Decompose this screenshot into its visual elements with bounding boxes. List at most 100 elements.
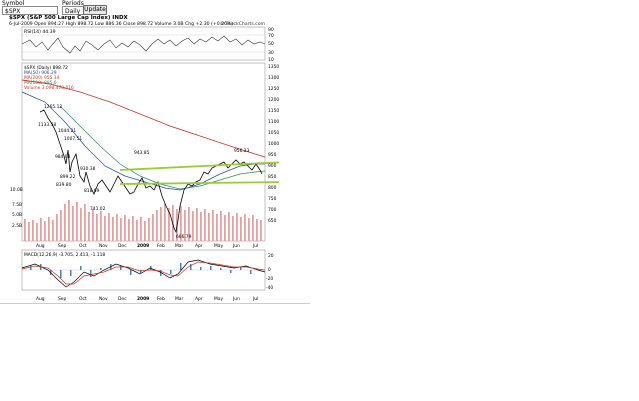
rsi-tick-30: 30 — [268, 50, 274, 56]
volume-bar — [180, 206, 182, 241]
volume-axis: 10.0B 7.5B 5.0B 2.5B — [10, 187, 23, 229]
volume-bar — [76, 202, 78, 241]
volume-bar — [188, 207, 190, 241]
periods-label: Periods — [62, 0, 84, 7]
macd-hist-bar — [220, 268, 222, 270]
volume-bar — [212, 210, 214, 241]
volume-bar — [132, 216, 134, 241]
volume-bar — [200, 212, 202, 241]
volume-bar — [196, 208, 198, 241]
volume-bar — [156, 210, 158, 241]
volume-bar — [112, 217, 114, 241]
volume-bar — [28, 222, 30, 241]
stock-chart: $SPX (S&P 500 Large Cap Index) INDX 6-Ju… — [0, 14, 288, 304]
volume-bar — [48, 217, 50, 241]
divider — [0, 303, 310, 304]
volume-bar — [40, 218, 42, 241]
ma200-line — [21, 79, 266, 158]
price-tick: 1300 — [268, 75, 279, 81]
price-tick: 1200 — [268, 97, 279, 103]
x-label: Sep — [58, 243, 66, 249]
volume-bar — [248, 218, 250, 241]
macd-hist-bar — [120, 266, 122, 270]
volume-bar — [236, 213, 238, 241]
price-tick: 1050 — [268, 130, 279, 136]
x-label: Mar — [175, 296, 183, 302]
x-label: 2009 — [137, 243, 149, 249]
price-tick: 700 — [268, 207, 277, 213]
annotation-839: 839.80 — [56, 182, 72, 188]
annotation-943: 943.85 — [134, 150, 150, 156]
annotation-984: 984.08 — [55, 154, 71, 160]
macd-hist-bar — [30, 266, 32, 270]
macd-x-axis: Aug Sep Oct Nov Dec 2009 Feb Mar Apr May… — [36, 296, 258, 302]
volume-bar — [216, 214, 218, 241]
volume-bar — [140, 217, 142, 241]
ma50-line — [21, 91, 265, 191]
volume-bar — [240, 217, 242, 241]
volume-bar — [192, 211, 194, 241]
price-tick: 1100 — [268, 119, 279, 125]
macd-signal-line — [21, 261, 266, 285]
ohlc-line: 6-Jul-2009 Open 894.27 High 898.72 Low 8… — [9, 21, 233, 27]
resistance-line — [119, 161, 288, 171]
macd-hist-bar — [250, 270, 252, 274]
rsi-label: RSI(14) 44.39 — [24, 29, 56, 35]
legend-ma200: MA(200) 955.34 — [24, 75, 60, 81]
volume-bar — [148, 218, 150, 241]
update-button[interactable]: Update — [83, 5, 107, 15]
macd-hist-bar — [200, 267, 202, 270]
volume-bar — [56, 214, 58, 241]
macd-label: MACD(12,26,9) -3.705, 2.413, -1.118 — [24, 252, 105, 258]
volume-bar — [224, 215, 226, 241]
volume-bar — [60, 210, 62, 241]
periods-selected-value: Daily — [65, 8, 81, 15]
x-label: Mar — [175, 243, 183, 249]
volume-bar — [120, 218, 122, 241]
x-label: 2009 — [137, 296, 149, 302]
rsi-panel — [21, 26, 266, 61]
macd-hist-bar — [100, 268, 102, 270]
x-label: May — [214, 296, 223, 302]
volume-bar — [104, 216, 106, 241]
macd-hist-bar — [130, 270, 132, 275]
x-label: Aug — [36, 243, 45, 249]
rsi-tick-10: 10 — [268, 57, 274, 63]
macd-hist-bar — [90, 270, 92, 277]
macd-tick: -20 — [266, 276, 273, 282]
volume-bar — [24, 219, 26, 241]
macd-tick: 0 — [268, 267, 271, 273]
volume-bar — [244, 214, 246, 241]
symbol-label: Symbol — [2, 0, 25, 7]
macd-line — [21, 259, 266, 288]
price-tick: 800 — [268, 185, 277, 191]
annotation-1133: 1133.58 — [38, 122, 56, 128]
price-tick: 1150 — [268, 108, 279, 114]
macd-hist-bar — [170, 270, 172, 274]
x-label: Nov — [99, 243, 108, 249]
volume-bar — [220, 211, 222, 241]
volume-bar — [64, 204, 66, 241]
volume-bar — [72, 206, 74, 241]
volume-bars — [24, 200, 262, 241]
legend-price: $SPX (Daily) 898.72 — [24, 65, 68, 71]
volume-bar — [88, 212, 90, 241]
ticker-title: $SPX (S&P 500 Large Cap Index) INDX — [9, 15, 129, 21]
x-label: Jul — [252, 243, 258, 249]
volume-bar — [164, 204, 166, 241]
x-label: Jul — [252, 296, 258, 302]
symbol-input[interactable]: $SPX — [2, 6, 58, 15]
annotation-818: 818.69 — [84, 188, 100, 194]
volume-bar — [260, 220, 262, 241]
rsi-tick-70: 70 — [268, 33, 274, 39]
macd-tick: -40 — [266, 285, 273, 291]
stock-chart-svg: $SPX (S&P 500 Large Cap Index) INDX 6-Ju… — [9, 15, 288, 302]
annotation-1007: 1007.51 — [64, 136, 82, 142]
annotation-high: 1265.12 — [44, 104, 62, 110]
volume-bar — [232, 216, 234, 241]
x-label: Aug — [36, 296, 45, 302]
volume-bar — [256, 219, 258, 241]
symbol-toolbar: Symbol Periods — [0, 0, 120, 18]
price-tick: 900 — [268, 163, 277, 169]
macd-hist-bar — [180, 263, 182, 270]
